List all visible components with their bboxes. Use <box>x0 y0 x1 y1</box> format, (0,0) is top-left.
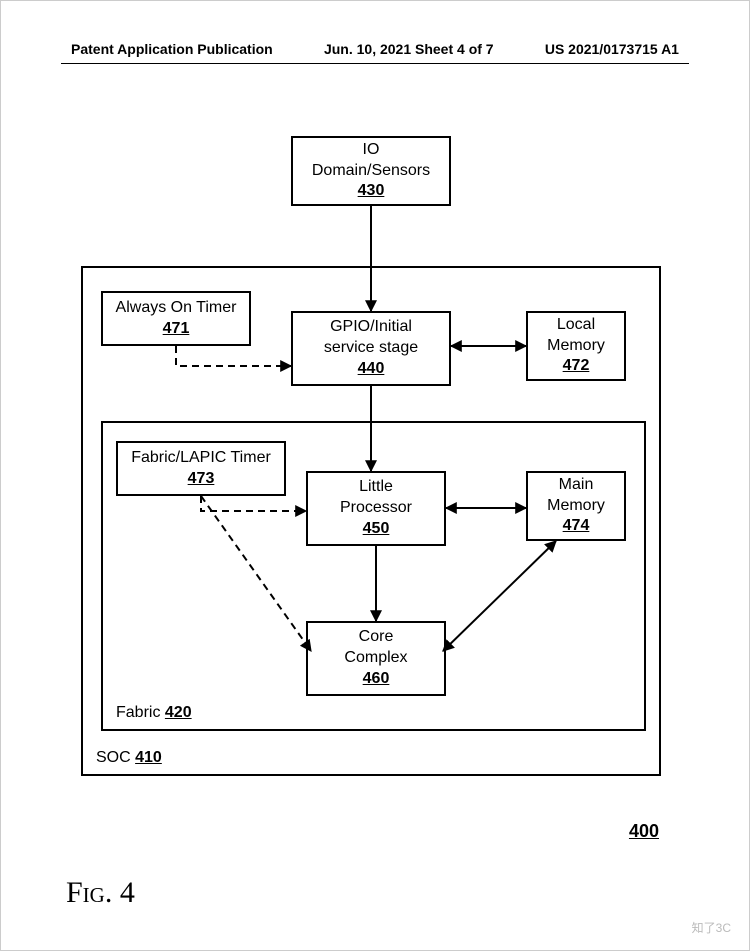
node-label-line: Local <box>557 315 595 336</box>
node-ref-num: 440 <box>358 359 385 380</box>
fabric-text: Fabric <box>116 704 160 721</box>
node-ref-num: 471 <box>163 319 190 340</box>
node-label-line: Main <box>559 475 594 496</box>
node-fabric-lapic-timer: Fabric/LAPIC Timer473 <box>116 441 286 496</box>
node-label-line: GPIO/Initial <box>330 317 412 338</box>
node-label-line: Always On Timer <box>116 298 237 319</box>
node-ref-num: 450 <box>363 519 390 540</box>
node-label-line: Core <box>359 627 394 648</box>
header-left: Patent Application Publication <box>71 41 273 57</box>
container-label-soc: SOC 410 <box>96 749 162 767</box>
header-right: US 2021/0173715 A1 <box>545 41 679 57</box>
node-little-processor: LittleProcessor450 <box>306 471 446 546</box>
node-ref-num: 430 <box>358 181 385 202</box>
node-label-line: Complex <box>344 648 407 669</box>
node-ref-num: 473 <box>188 469 215 490</box>
node-main-memory: MainMemory474 <box>526 471 626 541</box>
node-gpio-initial-service: GPIO/Initialservice stage440 <box>291 311 451 386</box>
header-center: Jun. 10, 2021 Sheet 4 of 7 <box>324 41 494 57</box>
fabric-num: 420 <box>165 704 192 721</box>
node-ref-num: 472 <box>563 356 590 377</box>
node-label-line: Fabric/LAPIC Timer <box>131 448 271 469</box>
container-label-fabric: Fabric 420 <box>116 704 192 722</box>
figure-ref-number: 400 <box>629 821 659 842</box>
figure-label: Fig. 4 <box>66 876 135 910</box>
node-label-line: Little <box>359 477 393 498</box>
soc-text: SOC <box>96 749 131 766</box>
node-local-memory: LocalMemory472 <box>526 311 626 381</box>
node-label-line: Processor <box>340 498 412 519</box>
soc-num: 410 <box>135 749 162 766</box>
node-core-complex: CoreComplex460 <box>306 621 446 696</box>
watermark: 知了3C <box>686 917 737 938</box>
header-rule <box>61 63 689 64</box>
node-label-line: Memory <box>547 496 605 517</box>
node-io-domain-sensors: IODomain/Sensors430 <box>291 136 451 206</box>
node-always-on-timer: Always On Timer471 <box>101 291 251 346</box>
node-label-line: Memory <box>547 336 605 357</box>
page-header: Patent Application Publication Jun. 10, … <box>1 41 749 57</box>
node-label-line: Domain/Sensors <box>312 161 430 182</box>
node-label-line: service stage <box>324 338 418 359</box>
node-ref-num: 474 <box>563 516 590 537</box>
node-label-line: IO <box>363 140 380 161</box>
node-ref-num: 460 <box>363 669 390 690</box>
